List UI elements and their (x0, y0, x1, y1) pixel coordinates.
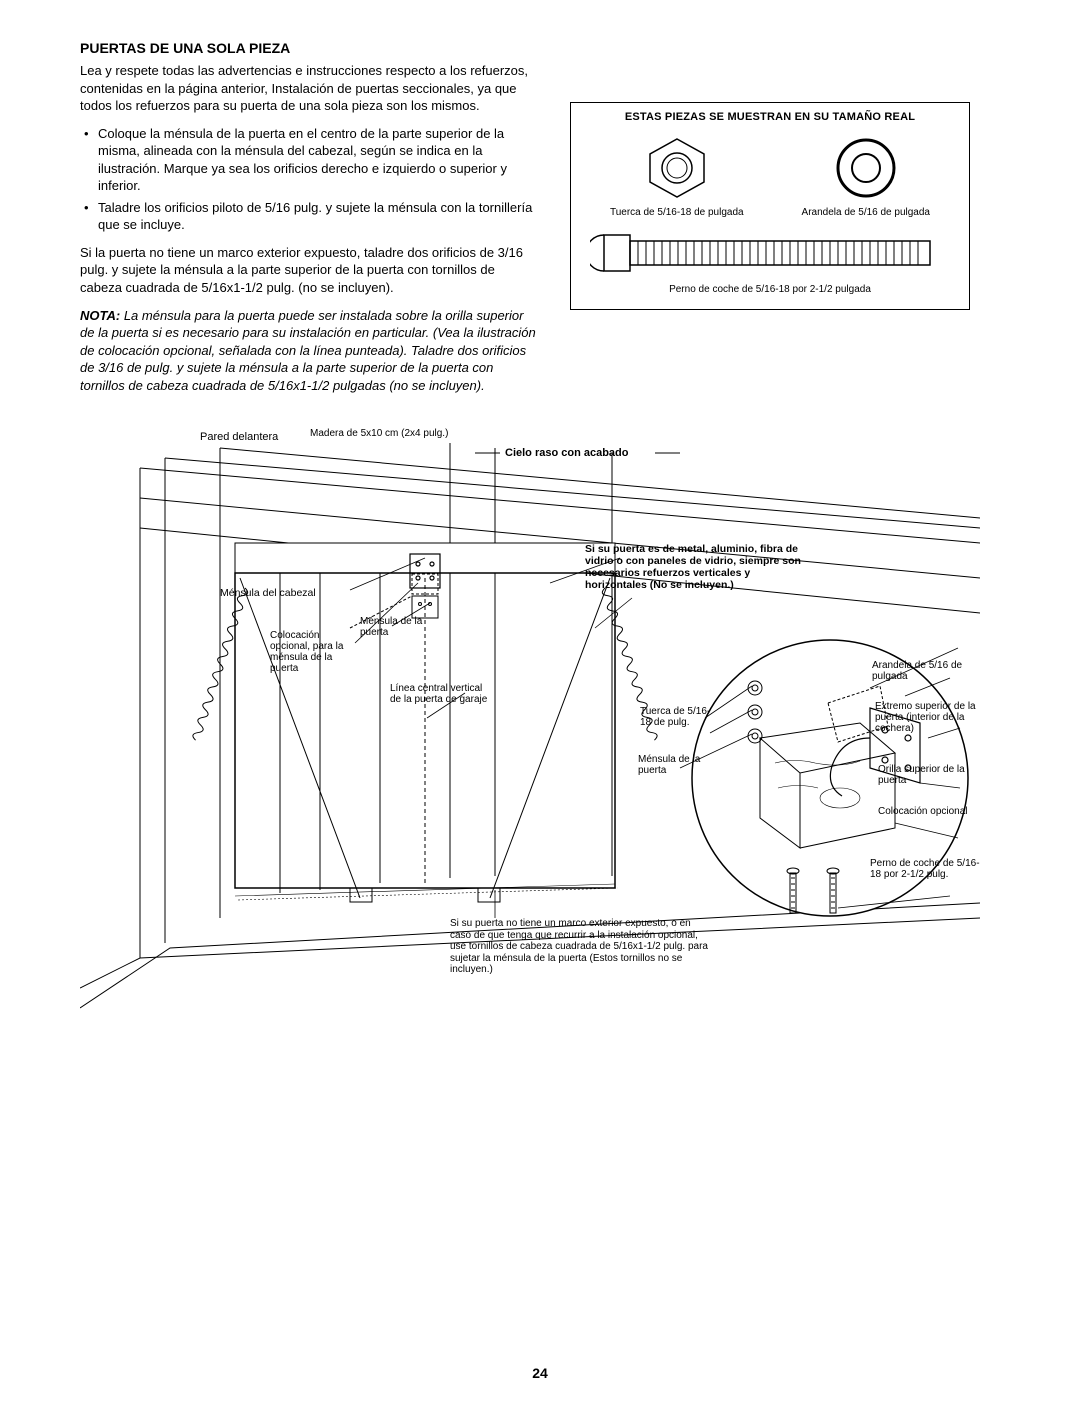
label-bottom-note: Si su puerta no tiene un marco exterior … (450, 918, 710, 976)
washer-icon (831, 133, 901, 203)
nota-body: La ménsula para la puerta puede ser inst… (80, 308, 536, 393)
label-arandela-detail: Arandela de 5/16 de pulgada (872, 660, 980, 682)
label-madera: Madera de 5x10 cm (2x4 pulg.) (310, 428, 450, 439)
parts-row: Tuerca de 5/16-18 de pulgada Arandela de… (581, 133, 959, 219)
label-tuerca-detail: Tuerca de 5/16-18 de pulg. (640, 706, 720, 728)
label-mensula-dela-puerta: Ménsula de la puerta (638, 754, 708, 776)
bolt-item: Perno de coche de 5/16-18 por 2-1/2 pulg… (581, 229, 959, 296)
label-extremo-superior: Extremo superior de la puerta (interior … (875, 701, 980, 734)
nut-label: Tuerca de 5/16-18 de pulgada (610, 207, 744, 219)
label-perno-detail: Perno de coche de 5/16-18 por 2-1/2 pulg… (870, 858, 980, 880)
bullet-list: Coloque la ménsula de la puerta en el ce… (80, 125, 540, 234)
bolt-label: Perno de coche de 5/16-18 por 2-1/2 pulg… (581, 284, 959, 296)
hex-nut-icon (642, 133, 712, 203)
label-mensula-puerta: Ménsula de la puerta (360, 616, 445, 638)
label-pared-delantera: Pared delantera (200, 431, 279, 443)
top-columns: Lea y respete todas las advertencias e i… (80, 62, 1010, 404)
parts-box-title: ESTAS PIEZAS SE MUESTRAN EN SU TAMAÑO RE… (581, 111, 959, 123)
left-column: Lea y respete todas las advertencias e i… (80, 62, 540, 404)
washer-item: Arandela de 5/16 de pulgada (802, 133, 930, 219)
label-reinforcement-note: Si su puerta es de metal, aluminio, fibr… (585, 543, 805, 591)
label-linea-central: Línea central vertical de la puerta de g… (390, 683, 495, 705)
washer-label: Arandela de 5/16 de pulgada (802, 207, 930, 219)
label-colocacion-opcional-left: Colocación opcional, para la ménsula de … (270, 630, 360, 674)
right-column: ESTAS PIEZAS SE MUESTRAN EN SU TAMAÑO RE… (570, 62, 970, 404)
paragraph-2: Si la puerta no tiene un marco exterior … (80, 244, 540, 297)
label-cielo-raso: Cielo raso con acabado (505, 447, 629, 459)
nota-paragraph: NOTA: La ménsula para la puerta puede se… (80, 307, 540, 395)
carriage-bolt-icon (590, 229, 950, 277)
bullet-item: Taladre los orificios piloto de 5/16 pul… (98, 199, 540, 234)
bullet-item: Coloque la ménsula de la puerta en el ce… (98, 125, 540, 195)
label-mensula-cabezal: Ménsula del cabezal (220, 587, 316, 599)
parts-box: ESTAS PIEZAS SE MUESTRAN EN SU TAMAÑO RE… (570, 102, 970, 310)
page-number: 24 (0, 1365, 1080, 1381)
heading: PUERTAS DE UNA SOLA PIEZA (80, 40, 1010, 56)
nota-label: NOTA: (80, 308, 120, 323)
installation-diagram: Pared delantera Madera de 5x10 cm (2x4 p… (80, 428, 980, 1068)
label-colocacion-opcional-right: Colocación opcional (878, 806, 978, 817)
intro-paragraph: Lea y respete todas las advertencias e i… (80, 62, 540, 115)
label-orilla-superior: Orilla superior de la puerta (878, 764, 978, 786)
nut-item: Tuerca de 5/16-18 de pulgada (610, 133, 744, 219)
